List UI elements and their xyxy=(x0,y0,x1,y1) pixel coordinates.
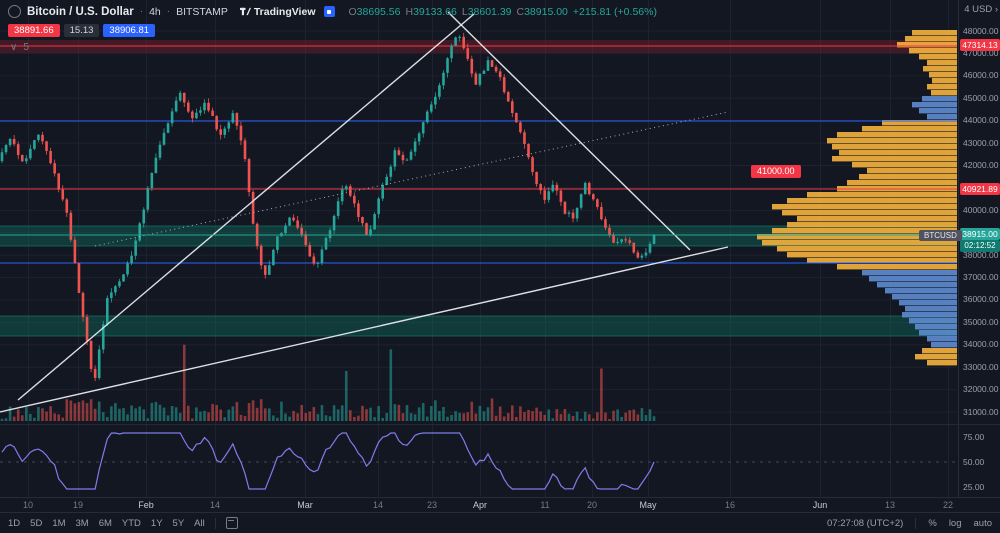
time-axis-label: May xyxy=(639,500,657,510)
price-axis-label: 37000.00 xyxy=(963,272,999,283)
range-button-6m[interactable]: 6M xyxy=(98,517,112,529)
go-to-date-icon[interactable] xyxy=(225,517,238,529)
range-button-3m[interactable]: 3M xyxy=(75,517,89,529)
log-scale-button[interactable]: log xyxy=(948,517,962,529)
toolbar-divider xyxy=(214,517,216,529)
time-axis-label: 13 xyxy=(884,500,895,510)
range-button-1y[interactable]: 1Y xyxy=(150,517,163,529)
close-label: C xyxy=(516,5,525,18)
range-button-1d[interactable]: 1D xyxy=(8,517,21,529)
range-button-5d[interactable]: 5D xyxy=(30,517,43,529)
tradingview-brand[interactable]: TradingView xyxy=(239,5,316,18)
exchange-name: BITSTAMP xyxy=(176,5,228,18)
ohlc-readout: O38695.56 H39133.66 L38601.39 C38915.00 … xyxy=(349,6,657,18)
price-axis-label: 36000.00 xyxy=(963,294,999,305)
bottom-toolbar: 1D 5D 1M 3M 6M YTD 1Y 5Y All 07:27:08 (UTC+2) % … xyxy=(0,512,1000,533)
price-axis-label: 45000.00 xyxy=(963,92,999,103)
high-label: H xyxy=(405,5,414,18)
chevron-down-icon[interactable]: ∨ xyxy=(10,42,18,53)
interval-button[interactable]: 4h xyxy=(149,5,161,18)
low-value: 38601.39 xyxy=(467,5,512,18)
change-value: +215.81 (+0.56%) xyxy=(572,5,657,18)
price-axis-label: 38000.00 xyxy=(963,249,999,260)
range-button-all[interactable]: All xyxy=(194,517,205,529)
clock[interactable]: 07:27:08 (UTC+2) xyxy=(827,517,904,529)
pane-resize-divider[interactable] xyxy=(0,424,1000,425)
currency-label: 4 USD xyxy=(964,4,993,15)
tradingview-logo-icon xyxy=(239,7,251,16)
low-label: L xyxy=(461,5,468,18)
price-axis-label: 42000.00 xyxy=(963,159,999,170)
indicator-value-red: 38891.66 xyxy=(8,24,60,37)
price-axis-label: 44000.00 xyxy=(963,115,999,126)
indicator-badge-row: 38891.66 15.13 38906.81 xyxy=(8,24,156,37)
axis-badge-level: 40921.89 xyxy=(960,183,1000,195)
percent-scale-button[interactable]: % xyxy=(928,517,937,529)
axis-badge-resistance: 47314.13 xyxy=(960,39,1000,51)
symbol-name[interactable]: Bitcoin / U.S. Dollar xyxy=(27,5,134,18)
price-axis[interactable]: 4 USD › 48000.00 47000.00 46000.00 45000.00… xyxy=(958,0,1000,497)
time-axis-label: Jun xyxy=(812,500,828,510)
axis-badge-countdown: 02:12:52 xyxy=(960,240,1000,252)
blue-badge-icon[interactable] xyxy=(323,6,335,17)
time-axis-label: 19 xyxy=(72,500,83,510)
time-axis-label: 14 xyxy=(209,500,220,510)
auto-scale-button[interactable]: auto xyxy=(973,517,993,529)
time-axis-label: 22 xyxy=(942,500,953,510)
indicator-value-blue: 38906.81 xyxy=(103,24,156,37)
price-axis-label: 34000.00 xyxy=(963,339,999,350)
price-axis-label: 47000.00 xyxy=(963,47,999,58)
arrow-icon: › xyxy=(994,4,998,15)
price-axis-label: 35000.00 xyxy=(963,316,999,327)
indicator-collapse-row[interactable]: ∨ 5 xyxy=(10,42,29,53)
time-axis-label: 11 xyxy=(540,500,550,510)
oscillator-axis-label: 25.00 xyxy=(963,481,985,492)
oscillator-axis-label: 50.00 xyxy=(963,456,985,467)
separator-dot: · xyxy=(139,6,144,17)
price-chart-canvas[interactable] xyxy=(0,0,1000,497)
axis-badge-last-price: 38915.00 xyxy=(960,228,1000,240)
indicator-count: 5 xyxy=(23,42,29,53)
open-value: 38695.56 xyxy=(356,5,401,18)
time-axis-label: 14 xyxy=(372,500,383,510)
price-axis-label: 48000.00 xyxy=(963,25,999,36)
separator-dot: · xyxy=(166,6,171,17)
price-line-label[interactable]: 41000.00 xyxy=(751,165,801,178)
time-axis-label: Mar xyxy=(297,500,313,510)
price-axis-label: 46000.00 xyxy=(963,70,999,81)
time-axis-label: Feb xyxy=(138,500,154,510)
open-label: O xyxy=(348,5,357,18)
symbol-legend: Bitcoin / U.S. Dollar · 4h · BITSTAMP Tr… xyxy=(8,5,657,18)
symbol-logo-icon xyxy=(8,5,21,18)
price-axis-label: 33000.00 xyxy=(963,361,999,372)
symbol-tag: BTCUSD xyxy=(919,230,962,241)
time-axis-label: 16 xyxy=(724,500,735,510)
time-axis[interactable]: 10 19 Feb 14 Mar 14 23 Apr 11 20 May 16 Jun 13 22 xyxy=(0,497,1000,512)
close-value: 38915.00 xyxy=(524,5,568,18)
oscillator-axis-label: 75.00 xyxy=(963,431,985,442)
time-axis-label: 23 xyxy=(426,500,437,510)
range-button-1m[interactable]: 1M xyxy=(52,517,66,529)
range-button-5y[interactable]: 5Y xyxy=(172,517,185,529)
price-axis-label: 43000.00 xyxy=(963,137,999,148)
currency-selector[interactable]: 4 USD › xyxy=(964,4,998,15)
high-value: 39133.66 xyxy=(413,5,457,18)
toolbar-divider xyxy=(915,517,917,529)
toolbar-right: 07:27:08 (UTC+2) % log auto xyxy=(827,517,993,529)
time-axis-label: 10 xyxy=(22,500,33,510)
tradingview-logo-text: TradingView xyxy=(253,5,316,18)
price-axis-label: 31000.00 xyxy=(963,406,999,417)
indicator-value-neutral: 15.13 xyxy=(63,24,100,37)
range-button-ytd[interactable]: YTD xyxy=(121,517,141,529)
time-axis-label: Apr xyxy=(472,500,487,510)
price-axis-label: 32000.00 xyxy=(963,384,999,395)
time-axis-label: 20 xyxy=(586,500,597,510)
price-axis-label: 40000.00 xyxy=(963,204,999,215)
range-buttons: 1D 5D 1M 3M 6M YTD 1Y 5Y All xyxy=(8,518,205,529)
